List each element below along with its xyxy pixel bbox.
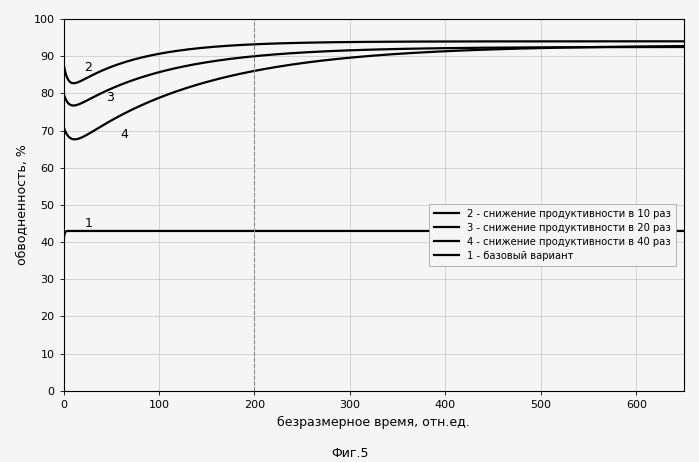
Text: 4: 4 <box>121 128 129 141</box>
2 - снижение продуктивности в 10 раз <box>59 61 68 67</box>
2 - снижение продуктивности в 10 раз <box>431 39 440 44</box>
2 - снижение продуктивности в 10 раз <box>522 39 531 44</box>
Line: 1 - базовый вариант: 1 - базовый вариант <box>64 231 684 242</box>
1 - базовый вариант <box>296 228 305 234</box>
1 - базовый вариант <box>463 228 471 234</box>
Text: Фиг.5: Фиг.5 <box>331 447 368 460</box>
1 - базовый вариант <box>680 228 689 234</box>
2 - снижение продуктивности в 10 раз <box>296 40 305 46</box>
Text: 3: 3 <box>106 91 115 104</box>
4 - снижение продуктивности в 40 раз <box>172 89 180 94</box>
4 - снижение продуктивности в 40 раз <box>71 137 79 142</box>
1 - базовый вариант <box>522 228 531 234</box>
2 - снижение продуктивности в 10 раз <box>570 38 578 44</box>
3 - снижение продуктивности в 20 раз <box>59 91 68 96</box>
4 - снижение продуктивности в 40 раз <box>431 49 440 55</box>
3 - снижение продуктивности в 20 раз <box>296 50 305 55</box>
Legend: 2 - снижение продуктивности в 10 раз, 3 - снижение продуктивности в 20 раз, 4 - : 2 - снижение продуктивности в 10 раз, 3 … <box>429 204 676 266</box>
1 - базовый вариант <box>172 228 180 234</box>
1 - базовый вариант <box>431 228 440 234</box>
4 - снижение продуктивности в 40 раз <box>59 124 68 130</box>
Text: 1: 1 <box>85 217 92 230</box>
2 - снижение продуктивности в 10 раз <box>172 48 180 54</box>
3 - снижение продуктивности в 20 раз <box>570 44 578 50</box>
Y-axis label: обводненность, %: обводненность, % <box>15 145 28 265</box>
3 - снижение продуктивности в 20 раз <box>69 103 78 108</box>
4 - снижение продуктивности в 40 раз <box>680 43 689 49</box>
1 - базовый вариант <box>59 239 68 245</box>
4 - снижение продуктивности в 40 раз <box>570 45 578 50</box>
Text: 2: 2 <box>85 61 92 74</box>
1 - базовый вариант <box>570 228 578 234</box>
X-axis label: безразмерное время, отн.ед.: безразмерное время, отн.ед. <box>278 415 470 429</box>
3 - снижение продуктивности в 20 раз <box>463 45 471 51</box>
3 - снижение продуктивности в 20 раз <box>522 45 531 50</box>
Line: 2 - снижение продуктивности в 10 раз: 2 - снижение продуктивности в 10 раз <box>64 41 684 83</box>
3 - снижение продуктивности в 20 раз <box>431 46 440 51</box>
2 - снижение продуктивности в 10 раз <box>463 39 471 44</box>
2 - снижение продуктивности в 10 раз <box>69 80 78 86</box>
Line: 3 - снижение продуктивности в 20 раз: 3 - снижение продуктивности в 20 раз <box>64 47 684 105</box>
4 - снижение продуктивности в 40 раз <box>522 46 531 51</box>
1 - базовый вариант <box>85 228 94 234</box>
Line: 4 - снижение продуктивности в 40 раз: 4 - снижение продуктивности в 40 раз <box>64 46 684 140</box>
3 - снижение продуктивности в 20 раз <box>680 44 689 50</box>
4 - снижение продуктивности в 40 раз <box>296 61 305 66</box>
2 - снижение продуктивности в 10 раз <box>680 38 689 44</box>
4 - снижение продуктивности в 40 раз <box>463 48 471 53</box>
3 - снижение продуктивности в 20 раз <box>172 65 180 71</box>
